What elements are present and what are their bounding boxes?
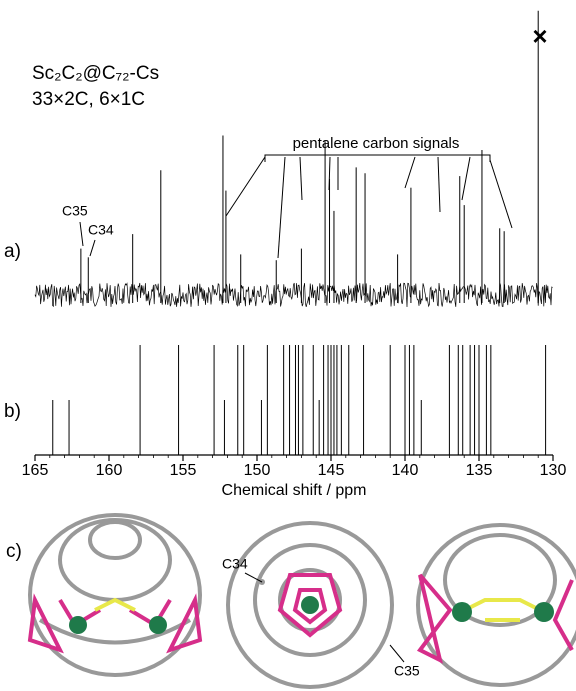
annotation: pentalene carbon signals xyxy=(293,135,460,152)
x-tick-label: 160 xyxy=(96,462,123,479)
x-tick-label: 165 xyxy=(22,462,49,479)
solvent-mark: × xyxy=(532,21,547,51)
x-tick-label: 155 xyxy=(170,462,197,479)
x-tick-label: 150 xyxy=(244,462,271,479)
subtitle: 33×2C, 6×1C xyxy=(32,89,145,110)
peak-label: C34 xyxy=(88,222,114,238)
figure: Sc₂C₂@C₇₂-Cs 33×2C, 6×1C a) b) c) pental… xyxy=(0,0,576,691)
x-tick-label: 145 xyxy=(318,462,345,479)
molecule xyxy=(228,523,392,687)
noise xyxy=(35,283,553,307)
x-tick-label: 130 xyxy=(540,462,567,479)
panel-label: b) xyxy=(4,401,21,422)
molecule xyxy=(30,515,200,675)
panel-label: a) xyxy=(4,241,21,262)
atom-label: C35 xyxy=(394,663,420,679)
title: Sc₂C₂@C₇₂-Cs xyxy=(32,63,159,84)
x-tick-label: 140 xyxy=(392,462,419,479)
peak-label: C35 xyxy=(62,203,88,219)
x-axis-label: Chemical shift / ppm xyxy=(222,482,367,499)
panel-label: c) xyxy=(6,541,22,562)
x-tick-label: 135 xyxy=(466,462,493,479)
atom-label: C34 xyxy=(222,556,248,572)
molecule xyxy=(418,525,576,685)
annotation-arrows xyxy=(80,155,512,258)
